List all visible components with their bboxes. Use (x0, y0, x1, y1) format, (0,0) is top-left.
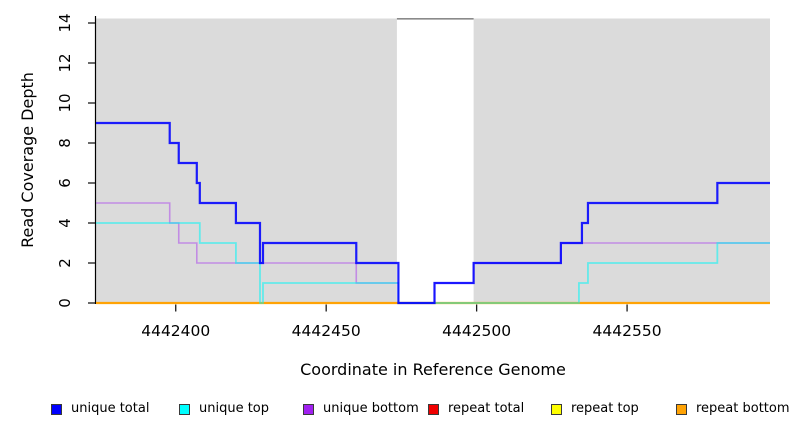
uncovered-region-band (396, 18, 474, 304)
legend-item-repeat-bottom: repeat bottom (676, 399, 790, 419)
legend-label: unique total (71, 401, 150, 416)
legend-item-repeat-top: repeat top (551, 399, 639, 419)
y-tick-label: 12 (56, 53, 74, 72)
y-tick-label: 2 (56, 258, 74, 268)
legend-swatch-repeat-bottom (676, 403, 687, 415)
legend-swatch-repeat-total (428, 403, 439, 415)
legend-label: repeat bottom (696, 401, 790, 416)
legend-item-unique-bottom: unique bottom (303, 399, 419, 419)
legend-item-unique-total: unique total (51, 399, 149, 419)
legend-swatch-repeat-top (551, 403, 562, 415)
x-tick-label: 4442500 (442, 322, 511, 340)
x-tick-label: 4442550 (593, 322, 662, 340)
series-line-unique-total (96, 121, 770, 305)
legend-swatch-unique-top (179, 403, 190, 415)
y-tick-label: 0 (56, 298, 74, 308)
legend-label: unique bottom (323, 401, 419, 416)
legend-label: repeat total (448, 401, 525, 416)
chart-legend: unique total unique top unique bottom repea… (0, 399, 792, 421)
x-tick-label: 4442450 (292, 322, 361, 340)
y-tick-label: 4 (56, 218, 74, 228)
x-axis-title: Coordinate in Reference Genome (300, 360, 566, 379)
legend-label: unique top (199, 401, 270, 416)
y-axis-title: Read Coverage Depth (18, 72, 37, 248)
legend-label: repeat top (571, 401, 639, 416)
legend-item-unique-top: unique top (179, 399, 269, 419)
y-tick-label: 14 (56, 13, 74, 32)
y-tick-label: 8 (56, 138, 74, 148)
series-line-unique-top (96, 222, 770, 304)
legend-swatch-unique-bottom (303, 403, 314, 415)
y-tick-label: 6 (56, 178, 74, 188)
legend-swatch-unique-total (51, 403, 62, 415)
x-tick-label: 4442400 (141, 322, 210, 340)
legend-item-repeat-total: repeat total (428, 399, 524, 419)
y-tick-label: 10 (56, 93, 74, 112)
